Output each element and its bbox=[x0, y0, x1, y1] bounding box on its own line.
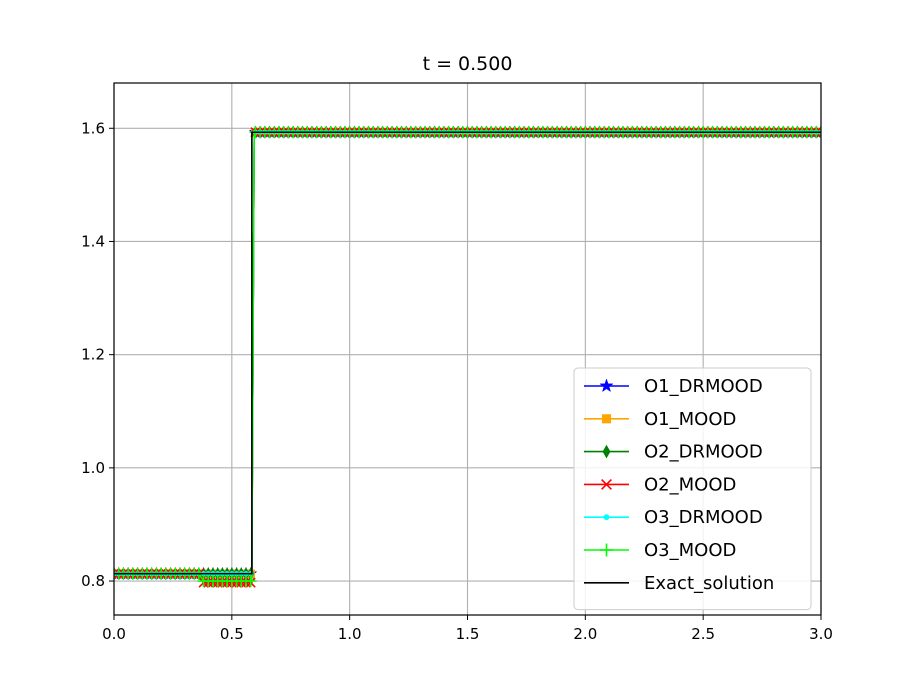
data-point-marker bbox=[603, 514, 610, 521]
data-point-marker bbox=[601, 478, 612, 490]
series-exact-solution bbox=[114, 131, 821, 575]
legend-label: O1_MOOD bbox=[644, 409, 736, 430]
legend-item: Exact_solution bbox=[584, 573, 774, 594]
x-tick-label: 2.0 bbox=[573, 625, 597, 643]
legend-box bbox=[573, 367, 812, 611]
axes-ticks: 0.0 0.5 1.0 1.5 2.0 2.5 3.0 0.8 1.0 1.2 1.4 1.6 bbox=[81, 119, 833, 643]
x-tick-label: 1.5 bbox=[456, 625, 480, 643]
data-point-marker bbox=[602, 444, 611, 459]
chart-title: t = 0.500 bbox=[423, 53, 513, 75]
legend-item: O1_DRMOOD bbox=[584, 376, 763, 397]
x-tick-label: 0.5 bbox=[220, 625, 244, 643]
legend-item: O1_MOOD bbox=[584, 409, 736, 430]
legend-label: O2_DRMOOD bbox=[644, 442, 763, 463]
legend-label: Exact_solution bbox=[644, 573, 774, 594]
legend-label: O3_DRMOOD bbox=[644, 507, 763, 528]
legend: O1_DRMOOD O1_MOOD O2_DRMOOD O2_MOOD O3_DRMOO… bbox=[573, 367, 812, 611]
data-point-marker bbox=[114, 568, 120, 579]
y-tick-label: 1.6 bbox=[81, 119, 105, 137]
y-tick-label: 0.8 bbox=[81, 572, 105, 590]
data-point-marker bbox=[601, 414, 612, 424]
data-point-marker bbox=[600, 543, 613, 557]
y-tick-label: 1.2 bbox=[81, 346, 105, 364]
legend-item: O2_DRMOOD bbox=[584, 442, 763, 463]
series-layer bbox=[114, 125, 821, 588]
legend-label: O3_MOOD bbox=[644, 540, 736, 561]
x-tick-label: 2.5 bbox=[691, 625, 715, 643]
y-tick-label: 1.4 bbox=[81, 232, 105, 250]
legend-item: O3_DRMOOD bbox=[584, 507, 763, 528]
x-tick-label: 3.0 bbox=[809, 625, 833, 643]
y-tick-label: 1.0 bbox=[81, 459, 105, 477]
legend-item: O3_MOOD bbox=[584, 540, 736, 561]
data-point-marker bbox=[599, 378, 614, 393]
data-point-marker bbox=[815, 127, 821, 138]
x-tick-label: 0.0 bbox=[102, 625, 126, 643]
legend-item: O2_MOOD bbox=[584, 474, 736, 495]
legend-label: O2_MOOD bbox=[644, 474, 736, 495]
x-tick-label: 1.0 bbox=[338, 625, 362, 643]
data-point-marker bbox=[244, 575, 257, 588]
series-line bbox=[114, 131, 821, 575]
legend-label: O1_DRMOOD bbox=[644, 376, 763, 397]
